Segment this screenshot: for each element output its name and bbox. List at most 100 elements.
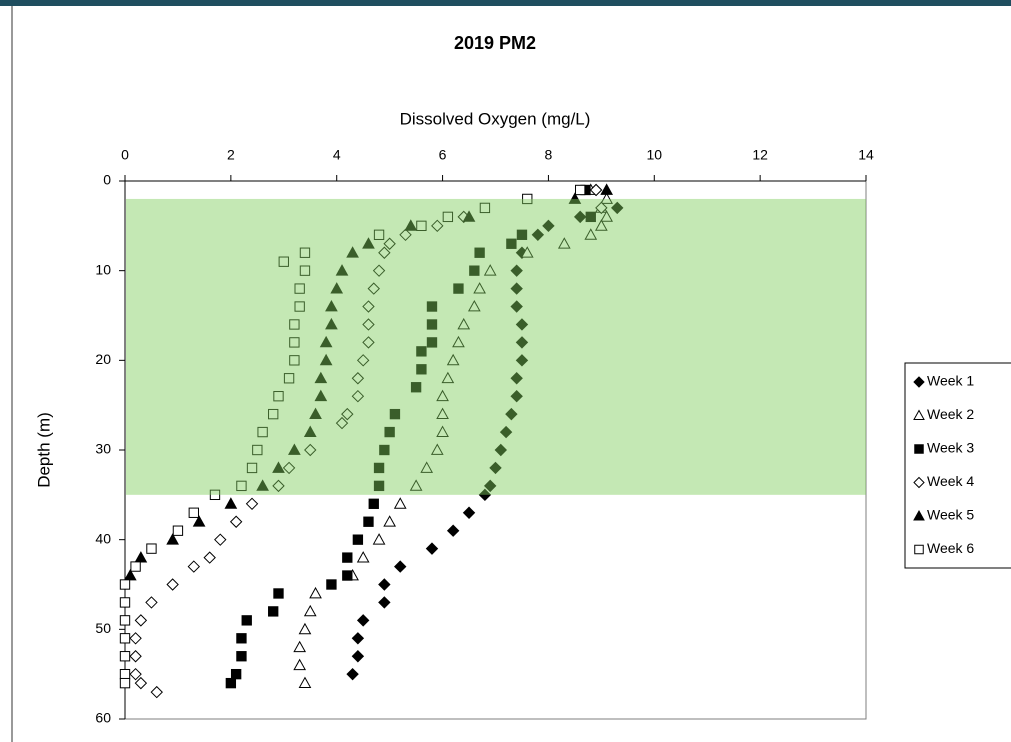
point (273, 588, 284, 599)
point (436, 389, 449, 402)
point (356, 551, 370, 563)
point (119, 668, 131, 680)
point (214, 533, 227, 546)
point (478, 488, 492, 502)
point (515, 354, 529, 367)
point (146, 543, 157, 554)
point (129, 667, 142, 681)
point (489, 461, 502, 475)
point (236, 480, 247, 492)
legend-marker (913, 509, 925, 521)
point (319, 353, 333, 366)
point (257, 426, 268, 438)
point (600, 192, 613, 204)
point (123, 569, 137, 581)
point (150, 685, 163, 699)
point (203, 551, 216, 564)
point (573, 210, 587, 224)
point (505, 407, 518, 421)
point (325, 317, 338, 330)
point (441, 371, 455, 384)
legend-label: Week 4 (927, 473, 974, 489)
point (568, 192, 582, 204)
y-tick-label: 60 (95, 710, 111, 726)
series (346, 183, 624, 681)
point (436, 425, 449, 437)
point (452, 335, 465, 348)
point (278, 256, 289, 267)
point (145, 596, 158, 609)
point (431, 219, 444, 233)
point (362, 237, 375, 249)
point (379, 444, 390, 456)
point (446, 353, 460, 366)
point (368, 498, 379, 509)
point (119, 615, 131, 626)
point (325, 300, 338, 312)
legend-marker (913, 409, 925, 420)
point (236, 651, 247, 662)
point (225, 677, 237, 689)
point (585, 211, 596, 223)
point (293, 658, 307, 671)
point (510, 282, 523, 295)
point (394, 560, 407, 573)
legend-marker (914, 544, 924, 555)
point (484, 479, 497, 493)
point (351, 632, 365, 645)
point (494, 443, 507, 457)
legend-marker (913, 476, 925, 489)
x-tick-label: 2 (227, 147, 235, 163)
legend-marker (914, 444, 924, 454)
shaded-band (126, 198, 866, 495)
point (134, 551, 148, 563)
point (119, 579, 131, 590)
point (510, 389, 523, 403)
x-tick-label: 0 (121, 147, 129, 163)
point (510, 300, 523, 313)
point (363, 516, 374, 527)
point (246, 462, 258, 474)
y-tick-label: 10 (95, 261, 111, 277)
point (346, 667, 359, 681)
point (326, 579, 337, 590)
point (342, 570, 353, 581)
point (351, 372, 365, 385)
point (187, 560, 201, 573)
point (229, 515, 243, 528)
point (383, 237, 396, 250)
point (410, 382, 422, 393)
point (378, 578, 391, 591)
point (442, 211, 454, 223)
point (298, 622, 312, 635)
point (119, 633, 131, 644)
point (589, 183, 603, 197)
point (356, 614, 370, 627)
point (522, 193, 533, 205)
point (510, 372, 523, 385)
point (404, 219, 418, 231)
point (352, 534, 364, 545)
point (595, 201, 608, 215)
point (282, 461, 296, 475)
point (420, 461, 434, 473)
chart-title: 2019 PM2 (454, 33, 536, 53)
point (372, 264, 386, 277)
legend-label: Week 6 (927, 540, 974, 556)
point (341, 407, 354, 421)
point (288, 443, 301, 455)
legend-marker (913, 376, 925, 388)
series (225, 184, 596, 689)
point (289, 337, 300, 348)
point (393, 497, 407, 509)
point (467, 300, 481, 312)
point (298, 676, 312, 689)
point (575, 184, 586, 196)
point (209, 489, 221, 501)
point (367, 282, 380, 295)
point (416, 220, 427, 232)
point (351, 389, 365, 403)
point (362, 318, 375, 331)
point (416, 346, 427, 357)
